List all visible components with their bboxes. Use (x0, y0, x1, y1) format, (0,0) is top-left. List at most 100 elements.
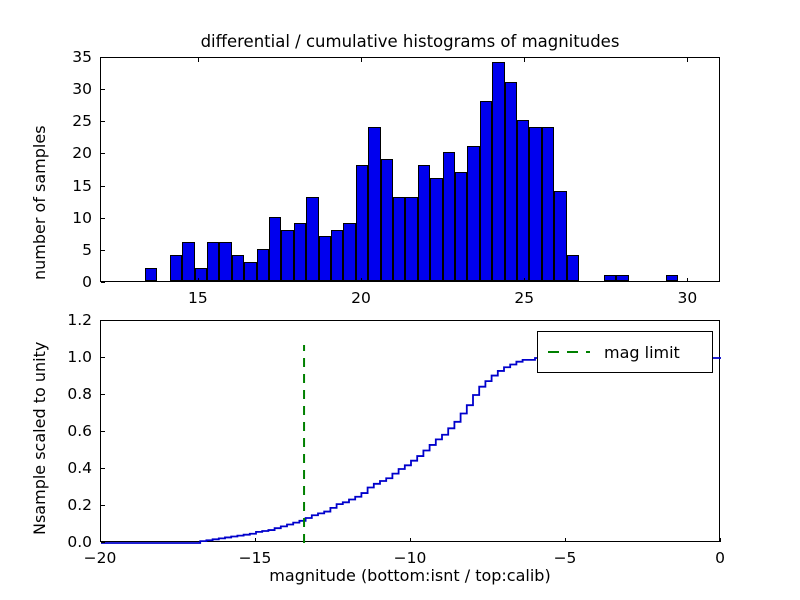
y-tick-mark (101, 468, 105, 469)
histogram-bar (169, 255, 183, 281)
differential-y-axis-label: number of samples (30, 125, 49, 280)
differential-histogram-axes (100, 57, 720, 282)
histogram-bar (517, 120, 530, 281)
figure-title: differential / cumulative histograms of … (200, 32, 620, 51)
histogram-bar (566, 255, 580, 281)
x-tick-mark (197, 58, 199, 62)
histogram-bar (194, 268, 208, 281)
y-tick-mark (101, 57, 105, 58)
x-tick-mark (410, 538, 411, 542)
y-tick-label: 0.8 (67, 385, 92, 403)
y-tick-mark (101, 89, 105, 91)
y-tick-label: 0.4 (67, 459, 92, 477)
histogram-bar (293, 223, 307, 281)
histogram-bar (380, 158, 394, 281)
y-tick-mark (101, 505, 105, 506)
histogram-bar (306, 197, 319, 281)
y-tick-mark (101, 121, 105, 123)
x-tick-label: −20 (83, 549, 117, 567)
y-tick-mark (101, 394, 105, 395)
cumulative-x-axis-label: magnitude (bottom:isnt / top:calib) (269, 566, 551, 585)
x-tick-mark (720, 538, 721, 542)
y-tick-label: 1.0 (67, 348, 92, 366)
y-tick-mark (101, 282, 105, 283)
mag-limit-line-icon (548, 351, 590, 353)
histogram-bar (504, 81, 518, 281)
histogram-bar (256, 248, 270, 281)
histogram-bar (455, 171, 468, 281)
x-tick-mark (197, 278, 199, 282)
x-tick-mark (687, 58, 689, 62)
histogram-bar (529, 126, 542, 281)
y-tick-label: 15 (72, 176, 92, 195)
x-tick-mark (565, 538, 566, 542)
x-tick-label: −5 (553, 549, 577, 567)
legend-label-mag-limit: mag limit (604, 342, 680, 362)
histogram-bar (479, 101, 493, 281)
histogram-bar (405, 197, 418, 281)
histogram-bar (665, 274, 679, 281)
histogram-bar (331, 229, 344, 281)
cumulative-curve-svg (101, 345, 721, 544)
x-tick-label: 20 (351, 289, 371, 307)
y-tick-mark (101, 320, 105, 321)
histogram-bar (467, 146, 480, 281)
histogram-bar (417, 165, 431, 281)
x-tick-mark (687, 278, 689, 282)
x-tick-label: 0 (715, 549, 725, 567)
histogram-bar (219, 242, 232, 281)
histogram-bar (207, 242, 220, 281)
x-tick-label: 15 (188, 289, 208, 307)
x-tick-mark (361, 58, 363, 62)
y-tick-label: 0.6 (67, 422, 92, 440)
y-tick-label: 0.0 (67, 533, 92, 551)
histogram-bar (269, 216, 282, 281)
y-tick-mark (101, 185, 105, 187)
histogram-bar (393, 197, 406, 281)
histogram-bar (430, 178, 443, 281)
histogram-bar (281, 229, 294, 281)
x-tick-label: 25 (514, 289, 535, 307)
histogram-bar (616, 274, 629, 281)
x-tick-mark (524, 58, 526, 62)
histogram-bar (145, 268, 158, 281)
cumulative-step-line (101, 357, 721, 544)
y-tick-mark (101, 542, 105, 543)
y-tick-label: 5 (82, 240, 92, 259)
y-tick-label: 35 (72, 48, 92, 66)
y-tick-mark (101, 217, 105, 219)
y-tick-label: 25 (72, 112, 92, 131)
y-tick-mark (101, 153, 105, 155)
x-tick-mark (255, 538, 256, 542)
histogram-bar (318, 236, 332, 281)
x-tick-label: 30 (677, 289, 698, 307)
histogram-bar (231, 255, 245, 281)
y-tick-label: 30 (72, 80, 92, 99)
histogram-bar (492, 62, 505, 281)
x-tick-label: −10 (393, 549, 427, 567)
legend[interactable]: mag limit (537, 331, 713, 373)
histogram-bar (343, 223, 356, 281)
y-tick-mark (101, 431, 105, 432)
histogram-bar (554, 191, 567, 281)
histogram-bar (442, 152, 456, 281)
x-tick-mark (361, 278, 363, 282)
histogram-bar (368, 126, 381, 281)
x-tick-mark (524, 278, 526, 282)
histogram-bar (603, 274, 617, 281)
y-tick-label: 1.2 (67, 311, 92, 329)
cumulative-y-axis-label: Nsample scaled to unity (30, 341, 49, 535)
histogram-bar (244, 261, 257, 281)
histogram-bar (355, 165, 369, 281)
histogram-bar (182, 242, 195, 281)
y-tick-mark (101, 249, 105, 251)
y-tick-mark (101, 357, 105, 358)
y-tick-label: 20 (72, 144, 92, 163)
x-tick-mark (100, 538, 101, 542)
histogram-bar (541, 126, 555, 281)
y-tick-label: 0 (82, 273, 92, 291)
y-tick-label: 10 (72, 208, 92, 227)
x-tick-label: −15 (238, 549, 272, 567)
y-tick-label: 0.2 (67, 496, 92, 514)
